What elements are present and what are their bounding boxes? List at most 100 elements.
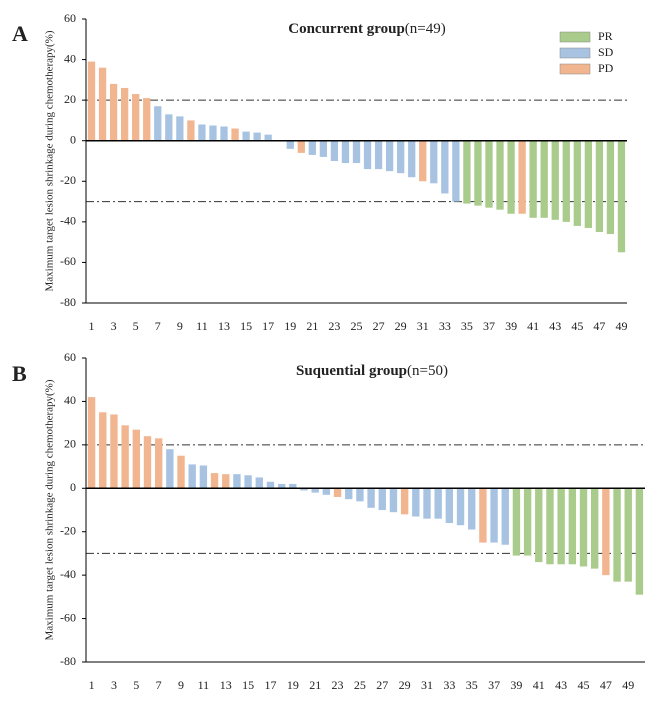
legend-swatch [559, 47, 591, 59]
y-tick-label: -60 [60, 610, 76, 624]
bar [419, 140, 427, 182]
x-tick-label: 41 [527, 319, 539, 333]
x-tick-label: 23 [332, 678, 344, 692]
y-tick-label: -40 [60, 214, 76, 228]
bar [496, 140, 504, 210]
bar [551, 140, 559, 220]
bar [573, 140, 581, 226]
x-tick-label: 1 [89, 319, 95, 333]
x-tick-label: 15 [242, 678, 254, 692]
x-tick-label: 3 [111, 319, 117, 333]
bar [187, 120, 195, 141]
x-tick-label: 15 [240, 319, 252, 333]
bar [345, 488, 353, 500]
x-tick-label: 5 [133, 678, 139, 692]
bar [99, 412, 107, 489]
bar [452, 140, 460, 202]
bar [166, 449, 174, 489]
legend-swatch [559, 63, 591, 75]
x-tick-label: 49 [622, 678, 634, 692]
bar [300, 488, 308, 491]
x-tick-label: 11 [196, 319, 208, 333]
bar [210, 473, 219, 489]
bar [143, 436, 152, 489]
panel-label: A [12, 21, 28, 46]
legend-label: SD [598, 45, 614, 59]
bar [233, 474, 241, 489]
bar [87, 397, 96, 489]
x-tick-label: 7 [156, 678, 162, 692]
x-tick-label: 35 [461, 319, 473, 333]
x-tick-label: 39 [510, 678, 522, 692]
bar [617, 140, 626, 253]
bar [501, 488, 509, 545]
y-tick-label: -20 [60, 523, 76, 537]
bar [311, 488, 319, 493]
x-tick-label: 33 [443, 678, 455, 692]
x-tick-label: 9 [177, 319, 183, 333]
x-tick-label: 13 [218, 319, 230, 333]
x-tick-label: 1 [89, 678, 95, 692]
bar [434, 488, 442, 519]
bar [253, 132, 261, 141]
bar [244, 475, 252, 489]
bar [165, 114, 173, 141]
x-tick-label: 49 [615, 319, 627, 333]
bar [363, 140, 372, 170]
y-tick-label: -60 [60, 254, 76, 268]
bar [367, 488, 375, 508]
bar [289, 483, 297, 489]
bar [220, 126, 228, 141]
bar [87, 61, 96, 141]
bar [132, 94, 140, 141]
bar [474, 140, 482, 206]
y-tick-label: -80 [60, 654, 76, 668]
chart-title: Suquential group(n=50) [296, 363, 448, 379]
bar [286, 140, 294, 149]
bar [143, 98, 151, 141]
y-tick-label: 0 [70, 132, 76, 146]
bar [584, 140, 593, 228]
bar [378, 488, 386, 510]
bar [468, 488, 476, 530]
x-tick-label: 21 [306, 319, 318, 333]
bar [264, 134, 272, 141]
y-axis-label: Maximum target lesion shrinkage during c… [44, 379, 56, 640]
y-tick-label: 40 [64, 51, 76, 65]
x-tick-label: 35 [466, 678, 478, 692]
x-tick-label: 39 [505, 319, 517, 333]
legend-label: PD [598, 61, 614, 75]
y-tick-label: 20 [64, 92, 76, 106]
y-tick-label: 60 [64, 11, 76, 25]
y-tick-label: 60 [64, 350, 76, 364]
bar [445, 488, 454, 524]
x-tick-label: 23 [328, 319, 340, 333]
bar [374, 140, 383, 170]
y-tick-label: -20 [60, 173, 76, 187]
y-tick-label: -80 [60, 295, 76, 309]
panel-label: B [12, 361, 27, 386]
x-tick-label: 25 [354, 678, 366, 692]
x-tick-label: 27 [376, 678, 388, 692]
x-tick-label: 25 [351, 319, 363, 333]
bar [546, 488, 554, 565]
bar [540, 140, 548, 218]
x-tick-label: 31 [417, 319, 429, 333]
title-sub: (n=50) [407, 363, 448, 379]
x-tick-label: 37 [483, 319, 495, 333]
bar [132, 429, 140, 489]
bar [389, 488, 398, 513]
x-tick-label: 27 [373, 319, 385, 333]
bar [266, 481, 275, 489]
x-tick-label: 19 [287, 678, 299, 692]
bar [507, 140, 515, 214]
bar [209, 125, 217, 141]
title-main: Concurrent group [288, 21, 405, 37]
chart-title: Concurrent group(n=49) [288, 21, 446, 37]
bar [352, 140, 361, 164]
y-tick-label: -40 [60, 567, 76, 581]
x-tick-label: 13 [220, 678, 232, 692]
x-tick-label: 19 [284, 319, 296, 333]
bar [535, 488, 543, 563]
